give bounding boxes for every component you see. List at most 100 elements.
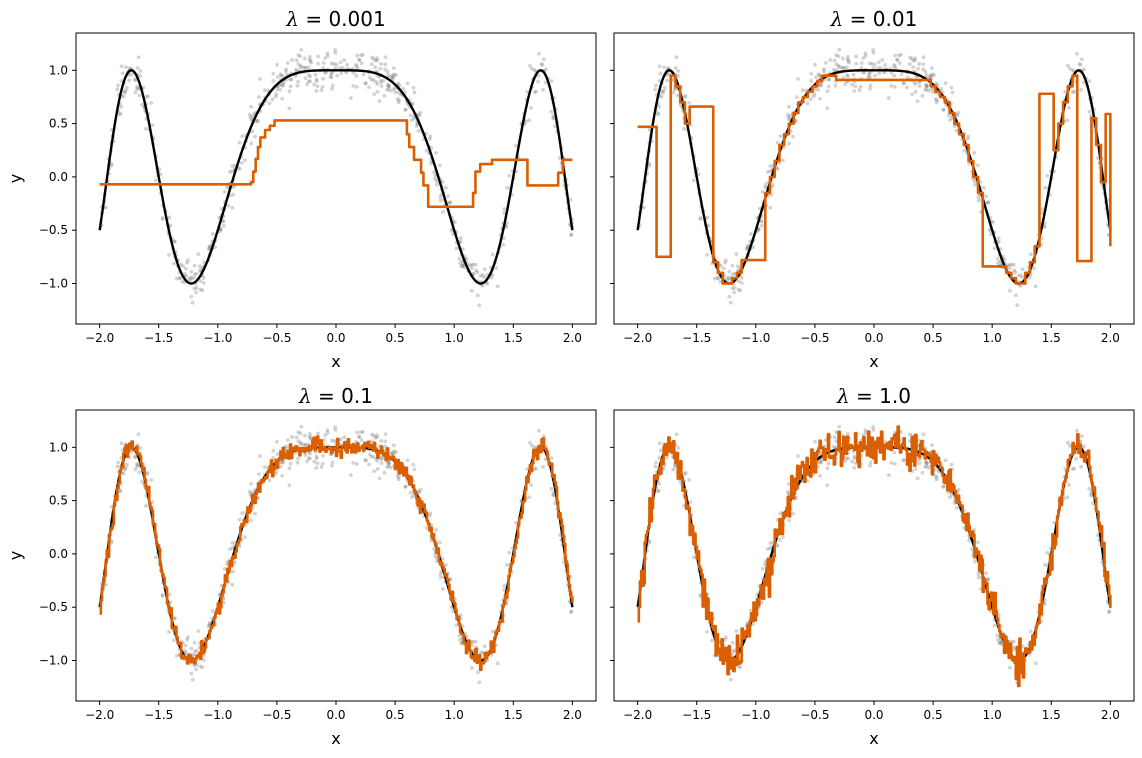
- data-point: [851, 72, 856, 77]
- data-point: [915, 99, 920, 104]
- x-tick-label: 1.5: [504, 708, 523, 722]
- data-point: [924, 84, 929, 89]
- data-point: [541, 57, 546, 62]
- data-point: [289, 77, 294, 82]
- data-point: [647, 539, 652, 544]
- data-point: [751, 245, 756, 250]
- data-point: [124, 65, 128, 70]
- data-point: [144, 95, 149, 99]
- x-tick-label: −0.5: [800, 331, 829, 345]
- x-tick-label: −1.0: [741, 331, 770, 345]
- data-point: [751, 622, 756, 627]
- data-point: [434, 556, 439, 560]
- data-point: [970, 547, 974, 551]
- data-point: [333, 48, 338, 52]
- panel-title: λ = 0.01: [830, 7, 918, 31]
- data-point: [647, 540, 651, 545]
- data-point: [941, 108, 946, 112]
- data-point: [759, 219, 764, 224]
- x-tick-label: −1.5: [682, 708, 711, 722]
- fitted-curve-line: [99, 119, 573, 209]
- data-point: [996, 261, 1001, 265]
- data-point: [255, 119, 260, 123]
- data-point: [253, 134, 257, 139]
- data-point: [846, 74, 850, 79]
- data-point: [992, 623, 997, 628]
- data-point: [654, 460, 658, 465]
- data-point: [1013, 270, 1018, 275]
- data-point: [198, 287, 203, 292]
- data-point: [457, 256, 462, 261]
- data-point: [231, 569, 236, 574]
- data-point: [133, 467, 138, 472]
- data-point: [230, 164, 235, 168]
- data-point: [655, 112, 660, 117]
- data-point: [925, 461, 929, 466]
- data-point: [371, 455, 376, 459]
- data-point: [192, 652, 197, 657]
- data-point: [316, 431, 320, 436]
- data-point: [160, 594, 165, 599]
- data-point: [1012, 645, 1017, 650]
- data-point: [921, 67, 925, 72]
- data-point: [359, 61, 364, 66]
- y-tick-label: 0.0: [49, 547, 68, 561]
- data-point: [294, 67, 298, 72]
- data-point: [832, 444, 836, 449]
- data-point: [902, 81, 906, 86]
- data-point: [850, 459, 855, 464]
- title-value: = 0.1: [312, 384, 373, 408]
- data-point: [805, 101, 810, 106]
- data-point: [893, 64, 897, 68]
- data-point: [656, 111, 661, 116]
- x-tick-label: −0.5: [262, 331, 291, 345]
- data-point: [768, 541, 773, 545]
- data-point: [133, 454, 138, 459]
- data-point: [308, 435, 313, 440]
- data-point: [123, 467, 127, 472]
- data-point: [303, 453, 308, 458]
- x-tick-label: 0.0: [326, 331, 345, 345]
- data-point: [1070, 90, 1075, 95]
- data-point: [369, 77, 374, 82]
- data-point: [138, 69, 143, 73]
- data-point: [1045, 550, 1050, 555]
- data-point: [294, 435, 299, 440]
- data-point: [897, 53, 901, 58]
- data-point: [813, 439, 817, 444]
- data-point: [719, 264, 723, 268]
- data-point: [852, 454, 857, 459]
- data-point: [364, 81, 368, 86]
- data-point: [301, 65, 306, 70]
- data-point: [115, 87, 120, 92]
- data-point: [923, 465, 928, 469]
- data-point: [401, 86, 406, 91]
- data-point: [1011, 262, 1016, 267]
- data-point: [800, 88, 805, 93]
- data-point: [876, 66, 880, 70]
- data-point: [1063, 90, 1068, 94]
- data-point: [809, 79, 814, 83]
- fitted-curve-line: [637, 74, 1112, 285]
- data-point: [972, 150, 976, 155]
- data-point: [448, 200, 452, 205]
- data-point: [514, 520, 519, 525]
- data-point: [129, 72, 133, 77]
- data-point: [813, 62, 817, 67]
- data-point: [275, 87, 280, 92]
- data-point: [1012, 268, 1017, 273]
- data-point: [408, 113, 413, 118]
- data-point: [943, 81, 948, 86]
- data-point: [727, 294, 732, 299]
- data-point: [813, 75, 818, 80]
- data-point: [262, 465, 267, 470]
- data-point: [976, 195, 981, 200]
- data-point: [388, 88, 393, 93]
- data-point: [230, 169, 235, 173]
- data-point: [275, 62, 279, 67]
- data-point: [299, 424, 304, 429]
- data-point: [308, 456, 312, 461]
- data-point: [202, 260, 207, 265]
- data-point: [387, 84, 391, 89]
- data-point: [428, 134, 433, 139]
